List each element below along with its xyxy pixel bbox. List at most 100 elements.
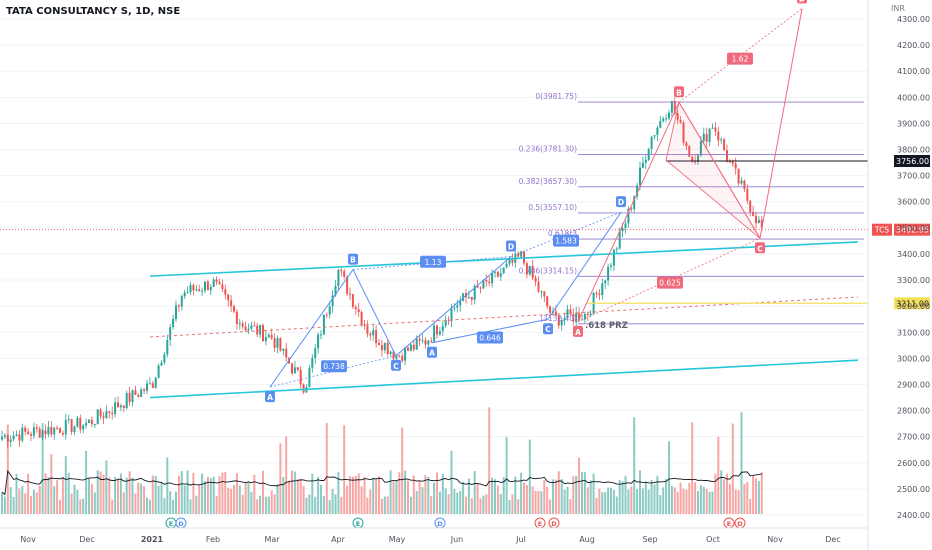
volume-bar <box>259 495 262 514</box>
price-axis-label <box>894 223 930 236</box>
candle-body <box>639 167 641 186</box>
ratio-label: 0.625 <box>659 279 681 288</box>
candle-body <box>430 340 433 342</box>
volume-bar <box>749 498 752 514</box>
harmonic-point-label: A <box>267 393 273 402</box>
candle-body <box>241 323 244 327</box>
x-tick-label: Aug <box>579 535 595 544</box>
volume-bar <box>296 478 299 514</box>
volume-bar <box>607 487 610 514</box>
event-marker-label: D <box>437 520 443 528</box>
volume-bar <box>380 498 383 514</box>
candle-body <box>499 273 502 277</box>
candle-body <box>517 253 520 257</box>
volume-bar <box>273 494 276 514</box>
volume-bar <box>134 493 137 514</box>
volume-bar <box>218 476 221 514</box>
candle-body <box>665 118 668 120</box>
volume-bar <box>630 486 633 514</box>
candle-body <box>85 422 88 426</box>
volume-bar <box>3 496 6 514</box>
candle-body <box>583 313 586 320</box>
ratio-label: 1.62 <box>732 55 749 64</box>
candle-body <box>346 276 349 294</box>
candle-body <box>99 409 102 417</box>
candle-body <box>314 348 317 359</box>
volume-bar <box>180 471 183 514</box>
volume-bar <box>235 473 238 514</box>
volume-bar <box>38 485 41 514</box>
symbol-tag-label: TCS <box>874 226 889 235</box>
candle-body <box>351 294 354 307</box>
volume-bar <box>230 489 233 514</box>
candle-body <box>218 282 221 285</box>
x-tick-label: Jun <box>450 535 464 544</box>
volume-bar <box>644 481 647 514</box>
volume-bar <box>421 487 424 514</box>
candle-body <box>589 313 592 316</box>
volume-bar <box>746 481 749 514</box>
candle-body <box>401 355 404 361</box>
y-tick-label: 3300.00 <box>897 276 930 285</box>
candle-body <box>59 428 61 433</box>
fib-level-label: (3132.40) <box>540 314 577 323</box>
harmonic-dotted-connector <box>352 256 512 271</box>
chart-title: TATA CONSULTANCY S, 1D, NSE <box>6 6 181 17</box>
candle-body <box>482 279 485 289</box>
y-tick-label: 2600.00 <box>897 459 930 468</box>
candle-body <box>447 320 450 322</box>
volume-bar <box>404 470 407 514</box>
candle-body <box>27 431 30 435</box>
volume-bar <box>241 494 244 514</box>
candle-body <box>67 419 70 421</box>
candle-body <box>685 142 688 147</box>
candle-body <box>505 263 508 268</box>
candle-body <box>122 405 125 409</box>
candle-body <box>563 318 566 321</box>
y-tick-label: 2800.00 <box>897 407 930 416</box>
volume-bar <box>357 473 360 514</box>
candle-body <box>694 161 697 163</box>
volume-bar <box>476 482 479 514</box>
volume-bar <box>253 474 256 514</box>
volume-bar <box>73 484 76 514</box>
ratio-badge <box>657 276 683 289</box>
volume-bar <box>244 482 247 514</box>
volume-bar <box>378 476 380 514</box>
volume-bar <box>308 494 311 514</box>
harmonic-point-label: B <box>676 88 682 97</box>
volume-bar <box>102 474 105 514</box>
volume-bar <box>488 407 491 514</box>
volume-bar <box>117 479 119 514</box>
y-tick-label: 2400.00 <box>897 511 930 520</box>
volume-bar <box>598 488 601 514</box>
candle-body <box>227 294 230 301</box>
volume-ma-line <box>1 469 762 496</box>
candle-body <box>598 293 601 296</box>
candle-body <box>728 161 731 163</box>
volume-bar <box>27 473 30 514</box>
volume-bar <box>479 498 482 514</box>
ratio-badge <box>553 234 579 247</box>
volume-bar <box>433 482 436 514</box>
candle-body <box>267 334 270 337</box>
fib-level-label: 0.618(3 <box>548 229 577 238</box>
candle-body <box>560 320 563 326</box>
volume-bar <box>485 494 488 514</box>
volume-bar <box>621 481 624 514</box>
volume-bar <box>346 485 349 514</box>
candle-body <box>192 285 195 291</box>
volume-bar <box>192 472 195 514</box>
volume-bar <box>262 470 264 514</box>
volume-bar <box>360 486 363 514</box>
harmonic-point-label: D <box>508 243 514 252</box>
volume-bar <box>389 470 392 514</box>
candle-body <box>154 377 157 388</box>
candle-body <box>360 311 363 325</box>
candle-body <box>175 305 177 319</box>
volume-bar <box>169 491 172 514</box>
candle-body <box>757 219 760 224</box>
volume-bar <box>195 495 198 514</box>
volume-bar <box>517 499 520 514</box>
